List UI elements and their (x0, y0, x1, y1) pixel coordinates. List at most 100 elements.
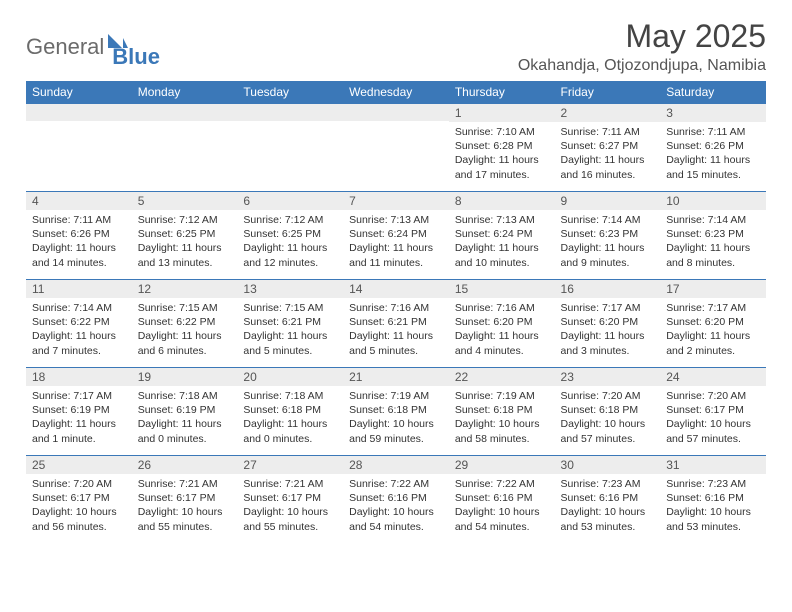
calendar-week-row: 1Sunrise: 7:10 AMSunset: 6:28 PMDaylight… (26, 103, 766, 191)
daylight-text: Daylight: 10 hours and 55 minutes. (243, 505, 337, 533)
sunrise-text: Sunrise: 7:15 AM (243, 301, 337, 315)
daylight-text: Daylight: 11 hours and 6 minutes. (138, 329, 232, 357)
daylight-text: Daylight: 10 hours and 53 minutes. (666, 505, 760, 533)
sunset-text: Sunset: 6:18 PM (561, 403, 655, 417)
day-number: 17 (660, 279, 766, 298)
daylight-text: Daylight: 11 hours and 7 minutes. (32, 329, 126, 357)
header: General Blue May 2025 Okahandja, Otjozon… (26, 18, 766, 75)
sunset-text: Sunset: 6:19 PM (32, 403, 126, 417)
sunrise-text: Sunrise: 7:19 AM (455, 389, 549, 403)
sunset-text: Sunset: 6:28 PM (455, 139, 549, 153)
day-number: 11 (26, 279, 132, 298)
day-details: Sunrise: 7:11 AMSunset: 6:27 PMDaylight:… (555, 122, 661, 186)
sunset-text: Sunset: 6:24 PM (349, 227, 443, 241)
day-details: Sunrise: 7:16 AMSunset: 6:20 PMDaylight:… (449, 298, 555, 362)
day-number: 19 (132, 367, 238, 386)
sunset-text: Sunset: 6:16 PM (561, 491, 655, 505)
daylight-text: Daylight: 11 hours and 4 minutes. (455, 329, 549, 357)
sunset-text: Sunset: 6:17 PM (243, 491, 337, 505)
daylight-text: Daylight: 11 hours and 14 minutes. (32, 241, 126, 269)
calendar-cell: 14Sunrise: 7:16 AMSunset: 6:21 PMDayligh… (343, 279, 449, 367)
logo-word-general: General (26, 34, 104, 60)
sunset-text: Sunset: 6:18 PM (455, 403, 549, 417)
sunrise-text: Sunrise: 7:21 AM (138, 477, 232, 491)
daylight-text: Daylight: 10 hours and 57 minutes. (666, 417, 760, 445)
day-number: 4 (26, 191, 132, 210)
sunrise-text: Sunrise: 7:22 AM (349, 477, 443, 491)
calendar-cell: 5Sunrise: 7:12 AMSunset: 6:25 PMDaylight… (132, 191, 238, 279)
day-details: Sunrise: 7:15 AMSunset: 6:22 PMDaylight:… (132, 298, 238, 362)
calendar-cell: 11Sunrise: 7:14 AMSunset: 6:22 PMDayligh… (26, 279, 132, 367)
day-number: 6 (237, 191, 343, 210)
day-number: 26 (132, 455, 238, 474)
sunset-text: Sunset: 6:23 PM (561, 227, 655, 241)
day-details: Sunrise: 7:20 AMSunset: 6:17 PMDaylight:… (26, 474, 132, 538)
sunset-text: Sunset: 6:26 PM (32, 227, 126, 241)
sunrise-text: Sunrise: 7:11 AM (32, 213, 126, 227)
calendar-cell: 17Sunrise: 7:17 AMSunset: 6:20 PMDayligh… (660, 279, 766, 367)
calendar-cell: 8Sunrise: 7:13 AMSunset: 6:24 PMDaylight… (449, 191, 555, 279)
empty-day (237, 103, 343, 121)
daylight-text: Daylight: 10 hours and 54 minutes. (349, 505, 443, 533)
sunrise-text: Sunrise: 7:14 AM (561, 213, 655, 227)
day-number: 28 (343, 455, 449, 474)
calendar-cell: 24Sunrise: 7:20 AMSunset: 6:17 PMDayligh… (660, 367, 766, 455)
sunrise-text: Sunrise: 7:23 AM (666, 477, 760, 491)
sunset-text: Sunset: 6:20 PM (455, 315, 549, 329)
sunset-text: Sunset: 6:18 PM (349, 403, 443, 417)
daylight-text: Daylight: 10 hours and 53 minutes. (561, 505, 655, 533)
calendar-cell: 28 Sunrise: 7:22 AMSunset: 6:16 PMDayligh… (343, 455, 449, 543)
day-number: 22 (449, 367, 555, 386)
day-number: 8 (449, 191, 555, 210)
daylight-text: Daylight: 11 hours and 13 minutes. (138, 241, 232, 269)
calendar-cell: 7Sunrise: 7:13 AMSunset: 6:24 PMDaylight… (343, 191, 449, 279)
day-number: 14 (343, 279, 449, 298)
calendar-cell (237, 103, 343, 191)
sunset-text: Sunset: 6:17 PM (138, 491, 232, 505)
weekday-header: Monday (132, 81, 238, 103)
sunset-text: Sunset: 6:23 PM (666, 227, 760, 241)
location-subtitle: Okahandja, Otjozondjupa, Namibia (518, 57, 766, 75)
calendar-table: Sunday Monday Tuesday Wednesday Thursday… (26, 81, 766, 543)
day-number: 1 (449, 103, 555, 122)
day-number: 30 (555, 455, 661, 474)
sunrise-text: Sunrise: 7:19 AM (349, 389, 443, 403)
calendar-cell: 1Sunrise: 7:10 AMSunset: 6:28 PMDaylight… (449, 103, 555, 191)
calendar-week-row: 18Sunrise: 7:17 AMSunset: 6:19 PMDayligh… (26, 367, 766, 455)
day-details: Sunrise: 7:16 AMSunset: 6:21 PMDaylight:… (343, 298, 449, 362)
daylight-text: Daylight: 11 hours and 0 minutes. (138, 417, 232, 445)
day-details: Sunrise: 7:20 AMSunset: 6:17 PMDaylight:… (660, 386, 766, 450)
empty-day (132, 103, 238, 121)
weekday-header: Sunday (26, 81, 132, 103)
weekday-header-row: Sunday Monday Tuesday Wednesday Thursday… (26, 81, 766, 103)
sunrise-text: Sunrise: 7:18 AM (138, 389, 232, 403)
sunset-text: Sunset: 6:16 PM (349, 491, 443, 505)
daylight-text: Daylight: 11 hours and 5 minutes. (349, 329, 443, 357)
day-number: 18 (26, 367, 132, 386)
calendar-cell (343, 103, 449, 191)
day-number: 15 (449, 279, 555, 298)
daylight-text: Daylight: 11 hours and 5 minutes. (243, 329, 337, 357)
daylight-text: Daylight: 11 hours and 16 minutes. (561, 153, 655, 181)
day-details: Sunrise: 7:10 AMSunset: 6:28 PMDaylight:… (449, 122, 555, 186)
sunset-text: Sunset: 6:21 PM (243, 315, 337, 329)
sunset-text: Sunset: 6:22 PM (138, 315, 232, 329)
sunset-text: Sunset: 6:25 PM (138, 227, 232, 241)
weekday-header: Thursday (449, 81, 555, 103)
day-details: Sunrise: 7:23 AMSunset: 6:16 PMDaylight:… (660, 474, 766, 538)
sunrise-text: Sunrise: 7:13 AM (349, 213, 443, 227)
sunset-text: Sunset: 6:22 PM (32, 315, 126, 329)
calendar-cell (26, 103, 132, 191)
daylight-text: Daylight: 10 hours and 55 minutes. (138, 505, 232, 533)
day-details: Sunrise: 7:22 AMSunset: 6:16 PMDaylight:… (449, 474, 555, 538)
day-number: 23 (555, 367, 661, 386)
sunrise-text: Sunrise: 7:14 AM (666, 213, 760, 227)
daylight-text: Daylight: 10 hours and 59 minutes. (349, 417, 443, 445)
calendar-cell: 10Sunrise: 7:14 AMSunset: 6:23 PMDayligh… (660, 191, 766, 279)
daylight-text: Daylight: 11 hours and 11 minutes. (349, 241, 443, 269)
weekday-header: Wednesday (343, 81, 449, 103)
sunrise-text: Sunrise: 7:17 AM (561, 301, 655, 315)
day-details: Sunrise: 7:14 AMSunset: 6:22 PMDaylight:… (26, 298, 132, 362)
daylight-text: Daylight: 10 hours and 57 minutes. (561, 417, 655, 445)
daylight-text: Daylight: 11 hours and 0 minutes. (243, 417, 337, 445)
